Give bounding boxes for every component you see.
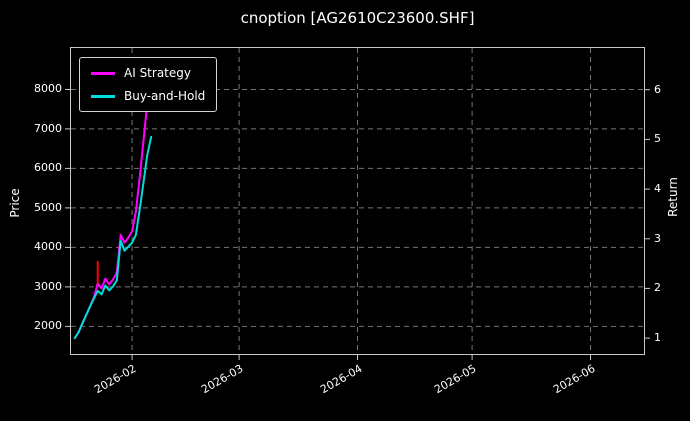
y-tick-label-price: 3000 — [34, 279, 62, 293]
legend-label-buy-and-hold: Buy-and-Hold — [124, 89, 206, 103]
y-tick-label-price: 7000 — [34, 121, 62, 135]
legend-item-ai-strategy: AI Strategy — [91, 66, 205, 80]
x-tick-label: 2026-03 — [199, 362, 246, 397]
y-tick-label-price: 6000 — [34, 161, 62, 175]
legend: AI Strategy Buy-and-Hold — [79, 57, 218, 112]
buy-and-hold-line — [73, 135, 153, 340]
legend-line-ai-strategy — [91, 71, 115, 75]
y-tick-label-return: 6 — [654, 82, 661, 96]
x-tick-label: 2026-06 — [550, 362, 598, 397]
y-tick-label-price: 8000 — [34, 82, 62, 96]
y-tick-label-return: 1 — [654, 331, 661, 345]
y-tick-label-price: 4000 — [34, 240, 62, 254]
x-tick-label: 2026-05 — [432, 362, 479, 397]
plot-area: AI Strategy Buy-and-Hold — [65, 47, 650, 360]
y-tick-label-return: 5 — [654, 132, 661, 146]
x-tick-label: 2026-02 — [92, 362, 139, 397]
chart-title: cnoption [AG2610C23600.SHF] — [240, 9, 475, 27]
y-tick-label-price: 5000 — [34, 200, 62, 214]
plot-canvas — [65, 48, 650, 360]
legend-line-buy-and-hold — [91, 94, 115, 98]
y-tick-label-return: 2 — [654, 281, 661, 295]
x-tick-label: 2026-04 — [317, 362, 364, 397]
y-tick-label-return: 4 — [654, 182, 661, 196]
legend-label-ai-strategy: AI Strategy — [124, 66, 191, 80]
y-tick-label-return: 3 — [654, 231, 661, 245]
y-tick-label-price: 2000 — [34, 319, 62, 333]
legend-item-buy-and-hold: Buy-and-Hold — [91, 89, 205, 103]
